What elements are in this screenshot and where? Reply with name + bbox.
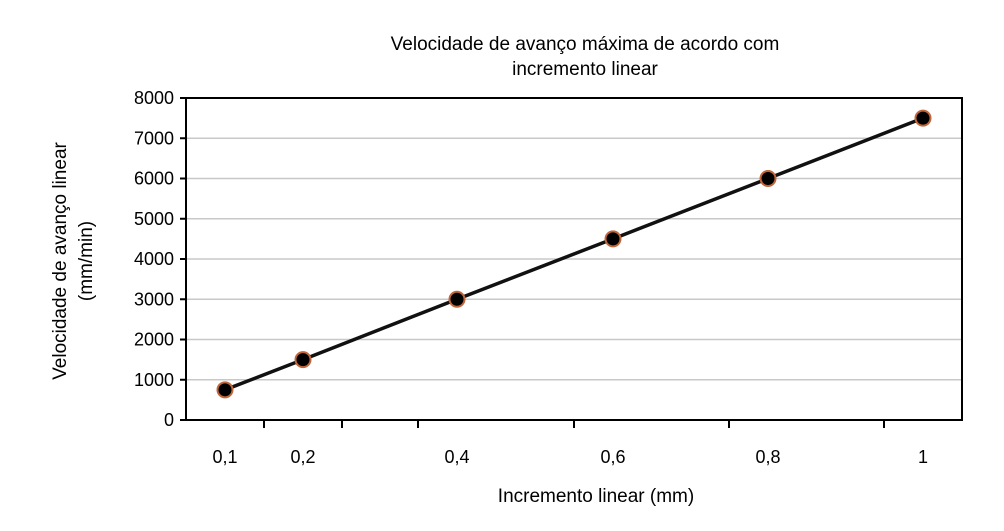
x-tick-label: 1 xyxy=(918,447,928,467)
y-tick-label: 4000 xyxy=(134,249,174,269)
data-point xyxy=(294,351,312,369)
y-tick-label: 7000 xyxy=(134,128,174,148)
data-point xyxy=(216,381,234,399)
chart-title-line-2: incremento linear xyxy=(512,59,658,80)
x-tick-label: 0,1 xyxy=(212,447,237,467)
y-tick-label: 6000 xyxy=(134,169,174,189)
x-axis-label: Incremento linear (mm) xyxy=(498,486,694,507)
y-axis-label-line-2: (mm/min) xyxy=(76,221,97,301)
y-tick-label: 2000 xyxy=(134,330,174,350)
data-point xyxy=(604,230,622,248)
gridlines xyxy=(186,137,962,381)
x-tick-label: 0,8 xyxy=(755,447,780,467)
y-tick-label: 5000 xyxy=(134,209,174,229)
y-axis-label-line-1: Velocidade de avanço linear xyxy=(50,141,71,379)
y-axis-label: Velocidade de avanço linear (mm/min) xyxy=(50,141,97,379)
data-point xyxy=(448,290,466,308)
data-point xyxy=(759,170,777,187)
x-tick-label: 0,4 xyxy=(444,447,469,467)
series-line xyxy=(224,116,924,392)
y-tick-label: 0 xyxy=(164,410,174,430)
data-points xyxy=(216,109,932,399)
y-tick-label: 1000 xyxy=(134,370,174,390)
x-tick-label: 0,6 xyxy=(600,447,625,467)
chart-title: Velocidade de avanço máxima de acordo co… xyxy=(180,32,990,82)
y-tick-label: 3000 xyxy=(134,289,174,309)
x-axis-ticks: 0,1 0,2 0,4 0,6 0,8 1 xyxy=(212,420,928,467)
chart-title-line-1: Velocidade de avanço máxima de acordo co… xyxy=(390,34,780,55)
y-axis-ticks: 0 1000 2000 3000 4000 5000 6000 7000 8000 xyxy=(134,88,186,430)
data-point xyxy=(914,109,932,127)
y-tick-label: 8000 xyxy=(134,88,174,108)
x-tick-label: 0,2 xyxy=(290,447,315,467)
